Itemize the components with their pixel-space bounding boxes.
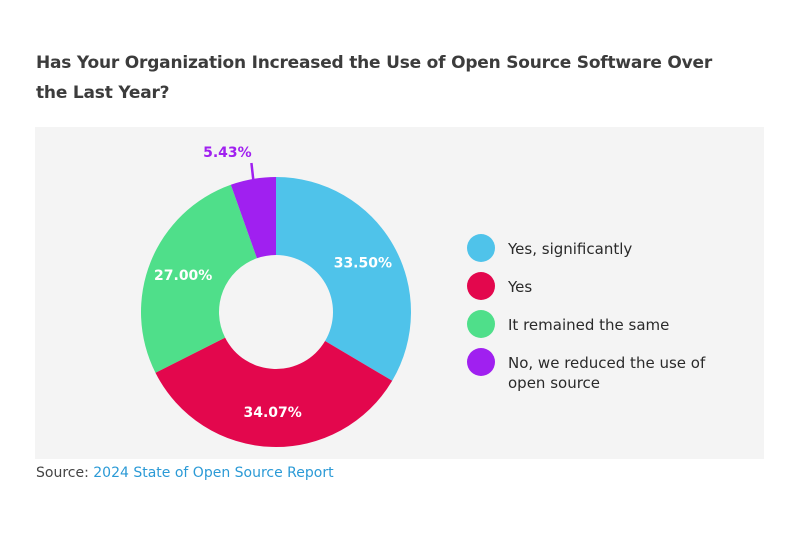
chart-title: Has Your Organization Increased the Use … xyxy=(36,53,713,103)
legend-label: No, we reduced the use of open source xyxy=(508,354,706,392)
source-prefix: Source: xyxy=(36,465,89,481)
donut-slice-yes xyxy=(155,337,393,447)
donut-slice-yes-significantly xyxy=(276,177,411,381)
slice-label-yes: 34.07% xyxy=(243,405,301,421)
donut-chart: 33.50% 34.07% 27.00% 5.43% xyxy=(140,145,411,447)
legend-label: It remained the same xyxy=(508,316,670,334)
callout-line-reduced xyxy=(250,162,255,182)
chart-panel: 33.50% 34.07% 27.00% 5.43% Yes, significant… xyxy=(35,127,764,459)
legend-swatch xyxy=(467,272,495,300)
source-report-link[interactable]: 2024 State of Open Source Report xyxy=(93,465,334,481)
slice-label-yes-significantly: 33.50% xyxy=(334,255,392,271)
donut-slice-reduced xyxy=(230,177,276,259)
slice-label-reduced: 5.43% xyxy=(203,145,252,161)
donut-slice-remained-same xyxy=(140,184,257,373)
legend-label: Yes, significantly xyxy=(508,240,633,258)
source-line: Source: 2024 State of Open Source Report xyxy=(36,463,334,483)
legend-swatch xyxy=(467,310,495,338)
legend-label: Yes xyxy=(508,278,533,296)
legend-swatch xyxy=(467,234,495,262)
slice-label-remained-same: 27.00% xyxy=(154,268,212,284)
legend-swatch xyxy=(467,348,495,376)
